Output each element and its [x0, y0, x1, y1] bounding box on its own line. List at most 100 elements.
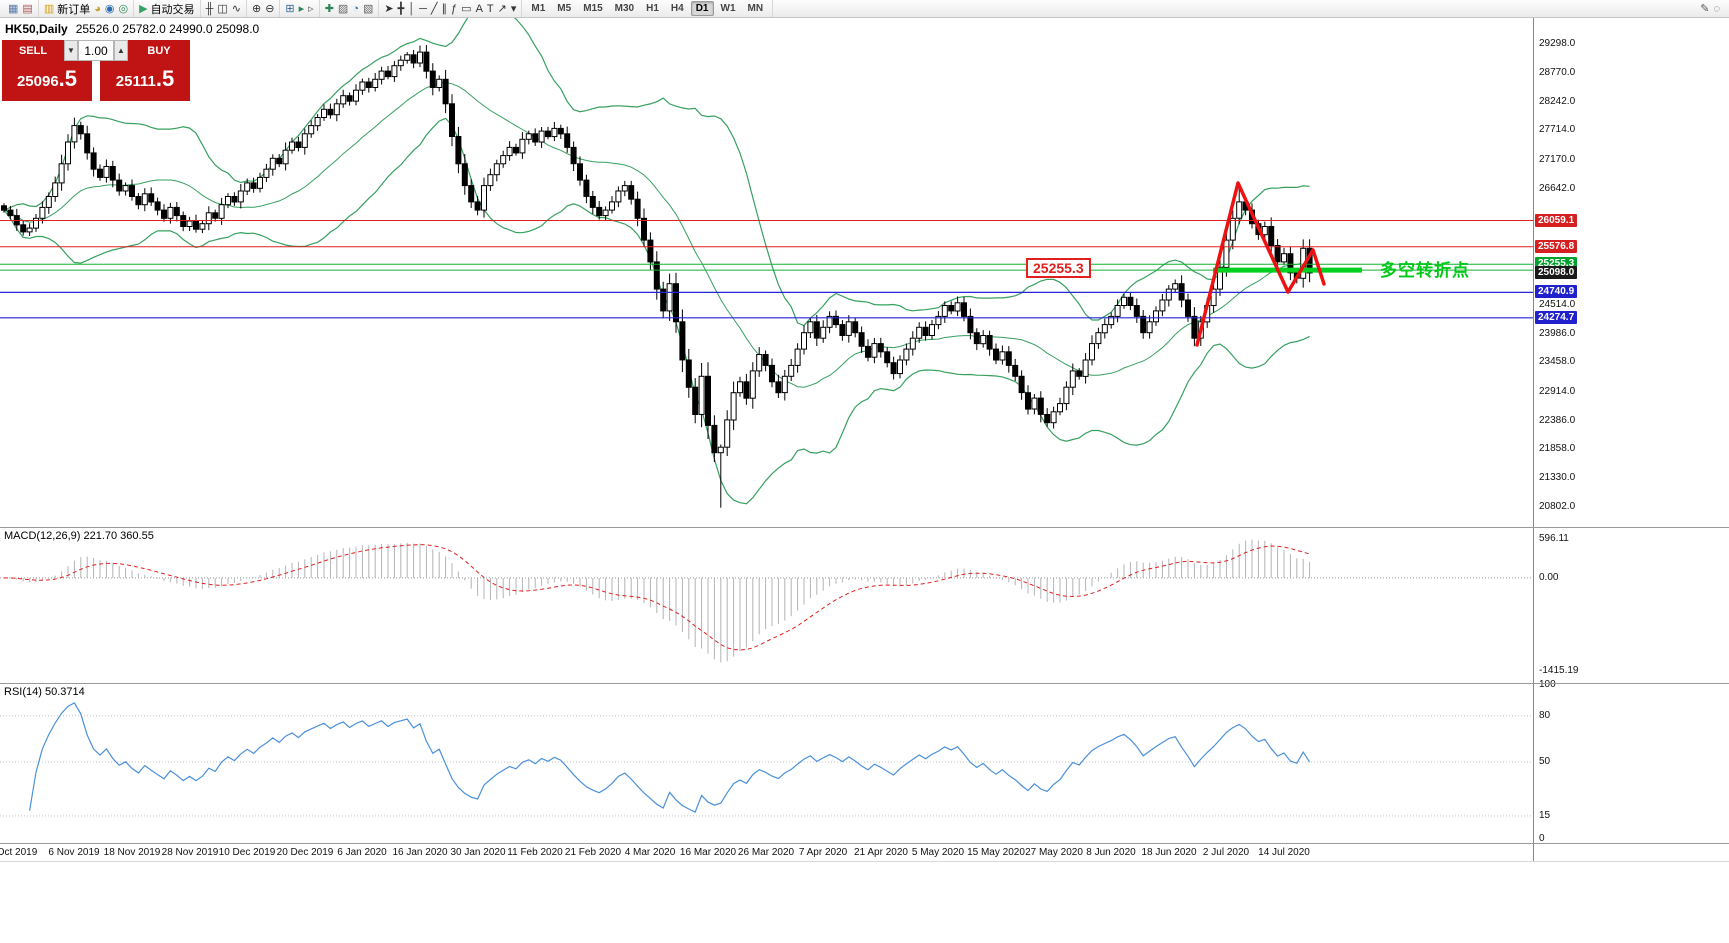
- navigator-icon-glyph: ◉: [104, 2, 115, 15]
- timeframe-button-MN[interactable]: MN: [747, 3, 764, 14]
- candlestick-series: [1, 45, 1313, 508]
- chart-title: HK50,Daily 25526.0 25782.0 24990.0 25098.…: [5, 22, 259, 36]
- price-flag-24740.9: 24740.9: [1535, 285, 1578, 298]
- autotrading-button[interactable]: ▶ 自动交易: [137, 1, 196, 17]
- price-axis-tick: 28242.0: [1539, 96, 1576, 107]
- vertical-line-icon[interactable]: │: [406, 1, 417, 17]
- price-flag-25576.8: 25576.8: [1535, 240, 1578, 253]
- crosshair-icon[interactable]: ╋: [396, 1, 407, 17]
- chart-type-group: ╫ ◫ ∿: [201, 0, 247, 17]
- lot-size-input[interactable]: 1.00: [78, 40, 114, 61]
- new-chart-icon[interactable]: ▦: [6, 1, 20, 17]
- horizontal-line-icon-glyph: ─: [419, 2, 427, 15]
- tile-windows-icon-glyph: ⊞: [285, 2, 295, 15]
- lot-decrease-button[interactable]: ▼: [64, 40, 78, 61]
- edit-icon[interactable]: ✎: [1698, 1, 1711, 17]
- date-label: 16 Jan 2020: [392, 847, 448, 858]
- price-chart[interactable]: [0, 18, 1533, 527]
- price-axis-tick: 23458.0: [1539, 356, 1576, 367]
- timeframe-button-M5[interactable]: M5: [557, 3, 572, 14]
- buy-button[interactable]: BUY: [128, 40, 190, 61]
- window-group: ▦ ▤: [3, 0, 39, 17]
- strategy-tester-icon[interactable]: ▧: [361, 1, 375, 17]
- price-axis-tick: 28770.0: [1539, 67, 1576, 78]
- period-clock-icon[interactable]: ◔: [350, 1, 361, 17]
- timeframe-button-M1[interactable]: M1: [531, 3, 546, 14]
- terminal-icon[interactable]: ◎: [116, 1, 130, 17]
- rsi-axis-tick: 80: [1539, 710, 1551, 721]
- timeframe-button-D1[interactable]: D1: [690, 1, 714, 16]
- panel-separator[interactable]: [0, 527, 1729, 528]
- timeframe-button-W1[interactable]: W1: [720, 3, 736, 14]
- zoom-out-icon[interactable]: ⊖: [263, 1, 276, 17]
- shapes-icon[interactable]: ▭: [459, 1, 473, 17]
- rsi-panel[interactable]: [0, 683, 1533, 843]
- timeframe-button-M15[interactable]: M15: [583, 3, 603, 14]
- date-axis[interactable]: Oct 2019 6 Nov 2019 18 Nov 2019 28 Nov 2019…: [0, 843, 1533, 861]
- sell-price-pip: .5: [58, 66, 78, 91]
- symbol-period-label: HK50,Daily: [5, 22, 68, 36]
- buy-price-button[interactable]: 25111.5: [100, 61, 190, 101]
- market-watch-icon[interactable]: ◕: [92, 1, 103, 17]
- macd-panel[interactable]: [0, 527, 1533, 683]
- zoom-in-icon[interactable]: ⊕: [250, 1, 263, 17]
- price-flag-26059.1: 26059.1: [1535, 214, 1578, 227]
- trendline-icon[interactable]: ╱: [429, 1, 440, 17]
- shapes-icon-glyph: ▭: [461, 2, 472, 15]
- trend-zigzag-annotation[interactable]: [1195, 181, 1326, 347]
- bar-chart-icon[interactable]: ╫: [204, 1, 216, 17]
- navigator-icon[interactable]: ◉: [103, 1, 117, 17]
- zoom-out-icon-glyph: ⊖: [265, 2, 275, 15]
- new-order-button[interactable]: ▥ 新订单: [42, 1, 92, 17]
- price-flag-24274.7: 24274.7: [1535, 311, 1578, 324]
- date-label: 10 Dec 2019: [218, 847, 276, 858]
- rsi-axis-tick: 100: [1539, 679, 1556, 690]
- horizontal-line-icon[interactable]: ─: [417, 1, 429, 17]
- date-label: 14 Jul 2020: [1258, 847, 1310, 858]
- lot-increase-button[interactable]: ▲: [114, 40, 128, 61]
- new-order-button-glyph: ▥: [43, 2, 55, 15]
- price-flag-25098.0: 25098.0: [1535, 266, 1578, 279]
- templates-icon[interactable]: ▨: [336, 1, 350, 17]
- timeframe-button-H1[interactable]: H1: [646, 3, 659, 14]
- quick-search-icon-glyph: ◌: [1713, 2, 1720, 15]
- price-axis-tick: 29298.0: [1539, 38, 1576, 49]
- drawing-group: ➤ ╋ │ ─ ╱ ∥ ƒ ▭ A T ↗ ▾: [379, 0, 523, 17]
- panel-separator[interactable]: [0, 683, 1729, 684]
- auto-scroll-icon[interactable]: ▸: [297, 1, 307, 17]
- timeframe-button-M30[interactable]: M30: [614, 3, 635, 14]
- candlestick-chart-icon[interactable]: ◫: [215, 1, 229, 17]
- date-label: 20 Dec 2019: [276, 847, 334, 858]
- date-label: 6 Jan 2020: [337, 847, 387, 858]
- quick-search-icon[interactable]: ◌: [1711, 1, 1722, 17]
- sell-button[interactable]: SELL: [2, 40, 64, 61]
- price-axis-tick: 20802.0: [1539, 501, 1576, 512]
- dropdown-icon[interactable]: ▾: [509, 1, 519, 17]
- timeframe-button-H4[interactable]: H4: [670, 3, 684, 14]
- chart-shift-icon[interactable]: ▹: [306, 1, 316, 17]
- line-chart-icon-glyph: ∿: [231, 2, 241, 15]
- date-label: 7 Apr 2020: [798, 847, 848, 858]
- label-icon[interactable]: T: [485, 1, 496, 17]
- date-label: 21 Feb 2020: [564, 847, 622, 858]
- channel-icon[interactable]: ∥: [440, 1, 450, 17]
- text-icon[interactable]: A: [474, 1, 485, 17]
- line-chart-icon[interactable]: ∿: [230, 1, 243, 17]
- buy-price-pip: .5: [155, 66, 175, 91]
- indicators-icon[interactable]: ✚: [323, 1, 336, 17]
- sell-price-button[interactable]: 25096.5: [2, 61, 92, 101]
- cursor-icon[interactable]: ➤: [382, 1, 395, 17]
- chart-list-icon[interactable]: ▤: [20, 1, 34, 17]
- date-label: 30 Jan 2020: [450, 847, 506, 858]
- window-tools-group: ⊞ ▸ ▹: [280, 0, 320, 17]
- toolbar-right-icons: ✎ ◌: [1698, 1, 1726, 17]
- date-label: 21 Apr 2020: [854, 847, 908, 858]
- fibonacci-icon[interactable]: ƒ: [449, 1, 459, 17]
- arrows-icon[interactable]: ↗: [496, 1, 509, 17]
- autotrading-button-glyph: ▶: [139, 2, 148, 15]
- tile-windows-icon[interactable]: ⊞: [283, 1, 296, 17]
- rsi-axis-tick: 50: [1539, 756, 1551, 767]
- vertical-line-icon-glyph: │: [408, 2, 416, 15]
- new-chart-icon-glyph: ▦: [8, 2, 19, 15]
